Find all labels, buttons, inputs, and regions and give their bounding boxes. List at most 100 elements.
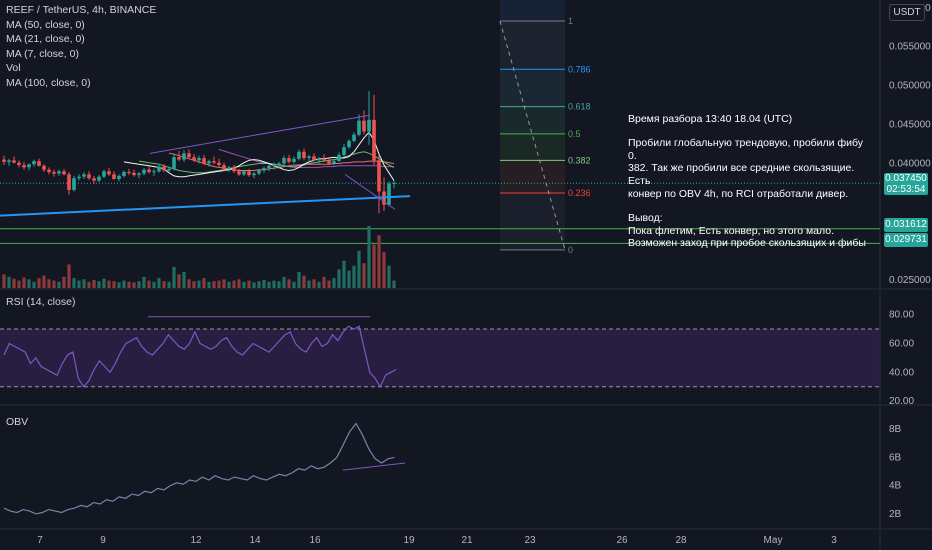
candle-body xyxy=(372,119,376,161)
volume-bar xyxy=(57,281,61,288)
indicator-ma7[interactable]: MA (7, close, 0) xyxy=(6,47,79,60)
candle-body xyxy=(352,134,356,141)
volume-bar xyxy=(267,281,271,288)
channel-upper-line xyxy=(149,114,371,154)
volume-bar xyxy=(282,276,286,288)
volume-bar xyxy=(292,281,296,288)
candle-body xyxy=(62,171,66,175)
rsi-pane-title[interactable]: RSI (14, close) xyxy=(6,296,76,308)
volume-bar xyxy=(357,250,361,288)
volume-bar xyxy=(32,281,36,288)
volume-bar xyxy=(237,279,241,288)
candle-body xyxy=(387,183,391,205)
candle-body xyxy=(147,169,151,173)
candle-body xyxy=(7,160,11,162)
volume-bar xyxy=(302,275,306,288)
symbol-title[interactable]: REEF / TetherUS, 4h, BINANCE xyxy=(6,4,157,16)
volume-bar xyxy=(317,281,321,288)
obv-pane-title[interactable]: OBV xyxy=(6,416,29,428)
candle-body xyxy=(107,171,111,175)
candle-body xyxy=(347,140,351,148)
volume-bar xyxy=(77,280,81,288)
fib-level-label: 1 xyxy=(568,16,573,26)
volume-bar xyxy=(127,281,131,288)
candle-body xyxy=(187,153,191,158)
volume-bar xyxy=(162,281,166,288)
volume-bar xyxy=(52,280,56,288)
volume-bar xyxy=(137,281,141,288)
candle-body xyxy=(17,162,21,166)
candle-body xyxy=(2,159,6,162)
volume-bar xyxy=(132,282,136,288)
volume-bar xyxy=(2,274,6,288)
candle-body xyxy=(252,173,256,176)
price-axis-tick: 0.050000 xyxy=(889,81,931,92)
time-axis-label: 26 xyxy=(616,535,628,546)
obv-axis-tick: 2B xyxy=(889,509,902,520)
fib-zone xyxy=(500,160,565,194)
volume-bar xyxy=(207,281,211,288)
candle-body xyxy=(297,151,301,159)
candle-body xyxy=(337,154,341,162)
volume-bar xyxy=(227,281,231,288)
volume-bar xyxy=(182,271,186,288)
candle-body xyxy=(312,156,316,161)
volume-bar xyxy=(122,280,126,288)
ma50-line xyxy=(168,152,395,171)
bar-countdown: 02:53:54 xyxy=(886,184,926,195)
current-price-value: 0.037450 xyxy=(885,173,927,184)
fib-zone xyxy=(500,193,565,250)
time-axis-label: 7 xyxy=(37,535,43,546)
candle-body xyxy=(117,175,121,180)
candle-body xyxy=(362,120,366,132)
volume-bar xyxy=(167,281,171,288)
analysis-note[interactable]: Время разбора 13:40 18.04 (UTC) Пробили … xyxy=(628,113,873,261)
candle-body xyxy=(342,147,346,155)
candle-body xyxy=(137,173,141,176)
candle-body xyxy=(172,157,176,169)
candle-body xyxy=(22,165,26,168)
obv-axis-tick: 6B xyxy=(889,452,902,463)
candle-body xyxy=(67,174,71,190)
rsi-band-fill xyxy=(0,329,880,387)
volume-bar xyxy=(17,280,21,288)
candle-body xyxy=(292,158,296,162)
volume-bar xyxy=(107,280,111,288)
candle-body xyxy=(392,182,396,184)
volume-bar xyxy=(67,264,71,288)
candle-body xyxy=(42,165,46,170)
price-axis-tick: 0.025000 xyxy=(889,275,931,286)
volume-bar xyxy=(367,226,371,288)
currency-unit-button[interactable]: USDT xyxy=(889,4,925,21)
note-line-conclusion: Вывод: Пока флетим, Есть конвер, но этог… xyxy=(628,211,866,250)
indicator-ma21[interactable]: MA (21, close, 0) xyxy=(6,33,85,45)
candle-body xyxy=(357,120,361,135)
candle-body xyxy=(242,171,246,175)
volume-bar xyxy=(177,274,181,288)
volume-bar xyxy=(92,279,96,288)
indicator-ma50[interactable]: MA (50, close, 0) xyxy=(6,18,85,31)
volume-bar xyxy=(87,281,91,288)
volume-bar xyxy=(242,281,246,288)
volume-bar xyxy=(287,279,291,288)
time-axis-label: 19 xyxy=(403,535,415,546)
candle-body xyxy=(267,165,271,169)
volume-bar xyxy=(332,278,336,288)
fib-level-label: 0.236 xyxy=(568,188,591,198)
ma21-line xyxy=(138,151,395,174)
candle-body xyxy=(157,166,161,172)
candle-body xyxy=(237,171,241,175)
fib-zone xyxy=(500,106,565,134)
fib-zone xyxy=(500,69,565,107)
candle-body xyxy=(307,156,311,159)
rsi-axis-tick: 40.00 xyxy=(889,367,914,378)
indicator-vol[interactable]: Vol xyxy=(6,62,21,74)
candle-body xyxy=(272,165,276,167)
time-axis-label: May xyxy=(764,535,783,546)
volume-bar xyxy=(312,279,316,288)
candle-body xyxy=(177,157,181,160)
indicator-ma100[interactable]: MA (100, close, 0) xyxy=(6,76,91,89)
volume-bar xyxy=(277,281,281,288)
fib-level-label: 0.786 xyxy=(568,64,591,74)
